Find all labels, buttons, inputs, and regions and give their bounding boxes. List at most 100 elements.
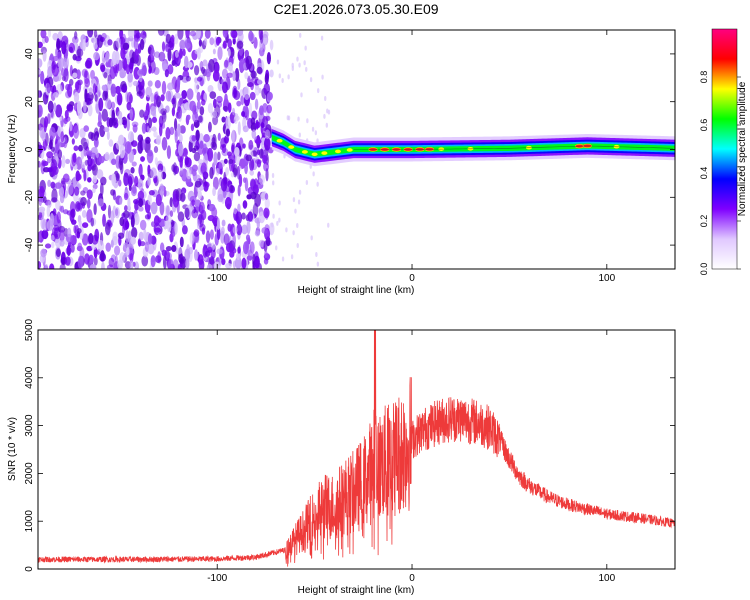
spectrogram-noise-blob [42,160,49,167]
spectrogram-noise-blob [175,247,183,255]
spectrogram-noise-blob [127,197,131,210]
spectrogram-noise-blob [206,147,214,162]
spectrogram-noise-blob [196,91,201,102]
x-tick-label: 100 [598,273,615,284]
spectrogram-noise-blob [161,80,167,95]
spectrogram-noise-blob [298,132,301,138]
y-tick-label: 3000 [24,414,35,437]
spectrogram-noise-blob [110,239,114,248]
spectrogram-noise-blob [83,125,90,132]
spectrogram-noise-blob [97,198,105,207]
spectrogram-noise-blob [49,263,55,269]
spectrogram-noise-blob [287,74,290,80]
colorbar-gradient [711,28,738,270]
spectrogram-noise-blob [111,50,117,65]
spectrogram-noise-blob [123,205,128,212]
spectrogram-noise-blob [192,111,199,123]
spectrogram-noise-blob [131,161,137,167]
spectrogram-x-ticks: -100 0 100 [207,30,616,284]
y-tick-label: -40 [24,237,35,252]
spectrogram-noise-blob [76,69,81,80]
spectrogram-noise-blob [60,131,65,143]
spectrogram-noise-blob [47,167,53,173]
spectrogram-noise-blob [124,261,132,269]
spectrogram-noise-blob [220,137,227,148]
spectrogram-noise-blob [38,41,43,49]
spectrogram-noise-blob [198,39,203,47]
spectrogram-noise-blob [151,126,157,132]
spectrogram-noise-blob [88,254,94,264]
spectrogram-noise-blob [258,174,265,185]
spectrogram-noise-blob [204,30,211,39]
spectrogram-noise-blob [150,255,156,268]
snr-x-label: Height of straight line (km) [298,585,415,596]
spectrogram-noise-blob [259,31,264,44]
spectrogram-noise-blob [244,177,249,192]
spectrogram-noise-blob [281,77,284,83]
spectrogram-noise-blob [222,105,228,112]
spectrogram-noise-blob [136,91,143,97]
spectrogram-noise-blob [93,137,99,148]
spectrogram-noise-blob [102,213,106,227]
spectrogram-noise-blob [235,211,243,225]
spectrogram-noise-blob [220,177,228,192]
spectrogram-noise-blob [199,140,204,150]
spectrogram-noise-blob [227,38,232,49]
spectrogram-noise-blob [86,198,91,209]
spectrogram-noise-blob [150,201,158,215]
spectrogram-noise-blob [194,180,202,188]
spectrogram-noise-blob [93,256,98,266]
spectrogram-noise-blob [38,90,41,98]
spectrogram-noise-blob [126,118,130,132]
spectrogram-noise-blob [325,122,329,128]
spectrogram-noise-blob [252,202,259,217]
spectrogram-noise-blob [203,134,210,143]
spectrogram-noise-blob [120,86,127,93]
spectrogram-noise-blob [119,197,123,205]
spectrogram-noise-blob [254,85,260,96]
spectrogram-noise-blob [242,125,249,133]
spectrogram-noise-blob [115,85,121,95]
spectrogram-noise-blob [189,100,197,112]
spectrogram-noise-blob [217,46,223,60]
spectrogram-noise-blob [125,230,130,243]
spectrogram-noise-blob [98,111,102,126]
spectrogram-noise-blob [227,102,232,113]
spectrogram-noise-blob [298,62,301,68]
spectrogram-noise-blob [174,222,178,235]
spectrogram-noise-blob [184,248,191,261]
spectrogram-noise-blob [178,48,183,59]
spectrogram-noise-blob [153,145,159,154]
spectrogram-noise-blob [297,199,301,205]
spectrogram-noise-blob [94,94,98,102]
spectrogram-noise-blob [227,48,231,58]
spectrogram-noise-blob [212,98,217,109]
spectrogram-noise-blob [215,37,220,46]
spectrogram-noise-blob [38,261,42,269]
spectrogram-noise-blob [81,222,89,229]
spectrogram-noise-blob [161,249,167,257]
spectrogram-noise-blob [269,39,274,51]
spectrogram-noise-blob [77,242,83,252]
spectrogram-noise-blob [62,209,69,215]
spectrogram-noise-blob [225,166,229,176]
spectrogram-x-label: Height of straight line (km) [298,285,415,296]
spectrogram-noise-blob [224,59,229,68]
spectrogram-noise-blob [155,193,162,206]
spectrogram-noise-blob [248,102,253,116]
colorbar: 0.0 0.2 0.4 0.6 0.8 Normalized spectral ampl… [699,28,748,275]
spectrogram-noise-blob [47,30,51,38]
spectrogram-noise-blob [139,241,146,247]
spectrogram-noise-blob [242,241,249,255]
spectrogram-noise-blob [51,162,57,177]
spectrogram-noise-blob [95,151,99,159]
spectrogram-noise-blob [209,91,217,99]
spectrogram-noise-blob [50,181,56,189]
spectrogram-noise-blob [176,106,182,120]
spectrogram-noise-blob [233,207,238,215]
spectrogram-noise-blob [236,252,241,260]
spectrogram-noise-blob [237,203,241,212]
spectrogram-noise-blob [248,139,254,150]
spectrogram-peak [301,150,308,154]
spectrogram-noise-blob [154,93,159,101]
